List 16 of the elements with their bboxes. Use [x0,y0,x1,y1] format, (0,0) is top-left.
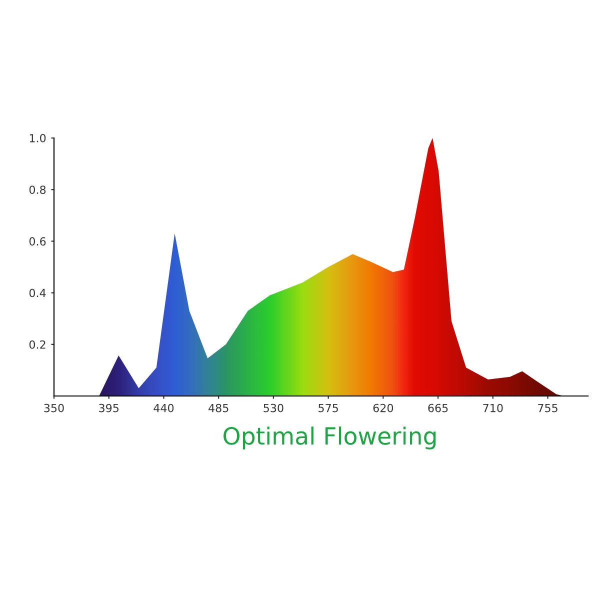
x-tick-label: 530 [264,404,284,412]
x-tick-label: 755 [538,404,558,412]
x-tick-label: 575 [318,404,338,412]
x-tick-label: 485 [208,404,228,412]
y-tick-label: 1.0 [30,134,46,142]
x-tick-label: 440 [154,404,174,412]
text: Optimal Flowering [224,426,436,450]
y-tick-label: 0.2 [29,340,46,349]
x-tick-label: 395 [99,404,118,412]
x-tick-label: 710 [483,404,503,412]
x-tick-label: 620 [373,404,394,412]
y-tick-label: 0.8 [29,186,46,194]
x-tick-label: 350 [44,404,64,412]
x-tick-label: 665 [428,404,448,412]
y-tick-label: 0.6 [29,237,46,246]
y-tick-label: 0.4 [29,288,46,298]
